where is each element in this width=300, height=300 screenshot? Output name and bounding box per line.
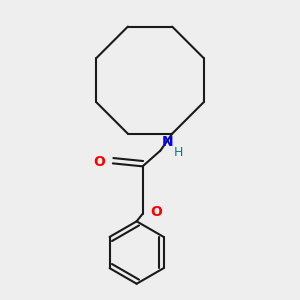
Text: O: O	[94, 155, 105, 169]
Text: O: O	[150, 206, 162, 219]
Text: N: N	[162, 135, 173, 149]
Text: H: H	[174, 146, 183, 159]
